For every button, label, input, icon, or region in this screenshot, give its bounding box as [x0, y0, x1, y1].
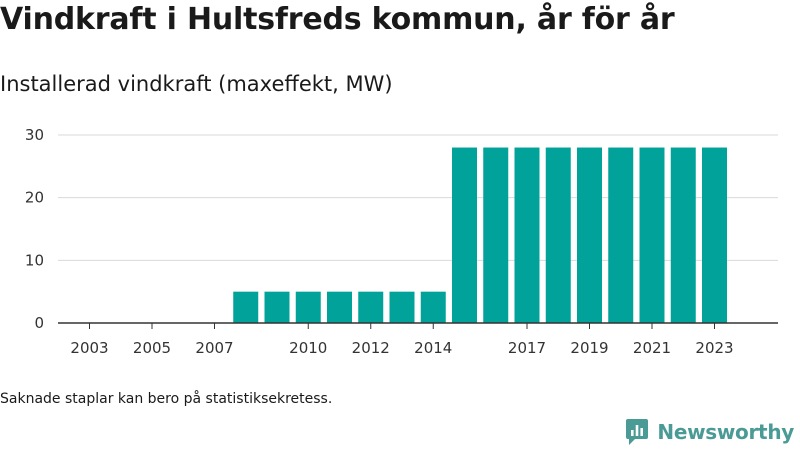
bar-2023: [702, 147, 727, 323]
chart-subtitle: Installerad vindkraft (maxeffekt, MW): [0, 72, 393, 96]
bar-2022: [670, 147, 696, 323]
x-tick-label-2023: 2023: [695, 339, 733, 357]
bar-2011: [327, 291, 352, 323]
bar-2012: [358, 291, 384, 323]
x-tick-label-2014: 2014: [414, 339, 452, 357]
brand: Newsworthy: [625, 418, 794, 446]
tick-labels: 0 10 20 30 2003 2005 2007 2010 2012 2014 2017 2019 2…: [25, 126, 734, 357]
bars: [233, 147, 727, 323]
x-tick-label-2019: 2019: [570, 339, 608, 357]
y-tick-label-30: 30: [25, 126, 44, 144]
chart-title: Vindkraft i Hultsfreds kommun, år för år: [0, 2, 675, 37]
x-tick-label-2012: 2012: [352, 339, 390, 357]
bar-2017: [514, 147, 540, 323]
footnote: Saknade staplar kan bero på statistiksek…: [0, 391, 333, 407]
y-tick-label-10: 10: [25, 251, 44, 269]
bar-2019: [577, 147, 602, 323]
grid-lines: [58, 134, 778, 261]
bar-2020: [608, 147, 634, 323]
x-tick-label-2005: 2005: [133, 339, 171, 357]
bar-2013: [389, 291, 415, 323]
bar-2008: [233, 291, 259, 323]
bar-2014: [420, 291, 446, 323]
bar-2015: [452, 147, 477, 323]
brand-name: Newsworthy: [657, 420, 794, 444]
x-tick-label-2017: 2017: [508, 339, 546, 357]
y-tick-label-20: 20: [25, 189, 44, 207]
newsworthy-logo-icon: [626, 419, 649, 445]
x-tick-label-2010: 2010: [289, 339, 327, 357]
axes: [58, 322, 778, 329]
bar-2016: [483, 147, 509, 323]
y-tick-label-0: 0: [34, 314, 44, 332]
x-tick-label-2007: 2007: [195, 339, 233, 357]
bar-2009: [264, 291, 290, 323]
bar-2018: [545, 147, 571, 323]
x-tick-label-2021: 2021: [633, 339, 671, 357]
bar-chart: 0 10 20 30 2003 2005 2007 2010 2012 2014 2017 2019 2…: [25, 126, 778, 357]
x-tick-label-2003: 2003: [70, 339, 108, 357]
bar-2021: [639, 147, 665, 323]
bar-2010: [295, 291, 321, 323]
